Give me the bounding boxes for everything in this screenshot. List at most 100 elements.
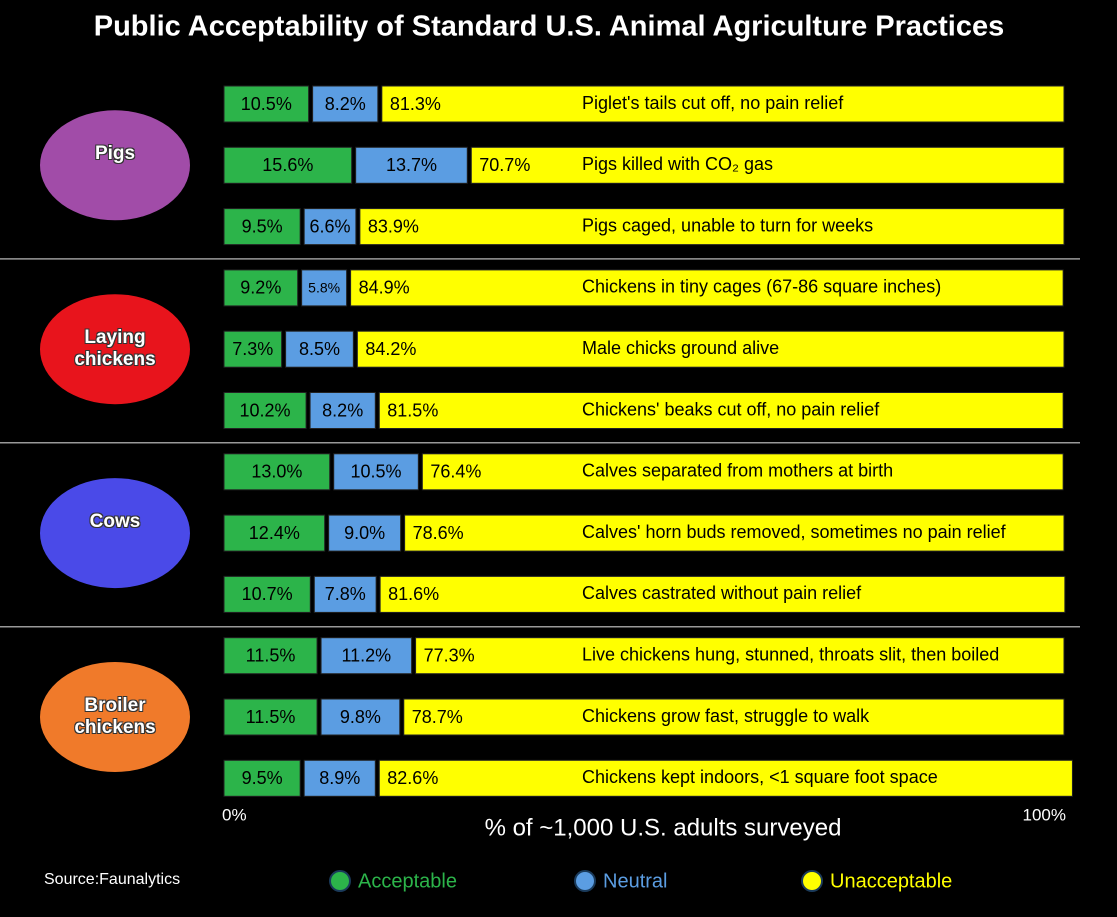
value-label: 7.3% xyxy=(232,339,273,359)
category-label: Chickens grow fast, struggle to walk xyxy=(582,706,870,726)
bar-segment xyxy=(301,269,348,307)
bar-segment xyxy=(403,698,1065,736)
value-label: 10.5% xyxy=(241,94,292,114)
value-label: 9.2% xyxy=(240,278,281,298)
category-label: Calves separated from mothers at birth xyxy=(582,461,893,481)
value-label: 13.7% xyxy=(386,155,437,175)
group-label: Broiler chickens xyxy=(74,695,156,738)
value-label: 11.5% xyxy=(246,707,296,727)
bar-segment xyxy=(223,759,301,797)
category-label: Chickens' beaks cut off, no pain relief xyxy=(582,399,880,419)
bar-segment xyxy=(381,85,1065,123)
legend-swatch xyxy=(801,870,823,892)
x-tick-label: 100% xyxy=(1023,805,1066,824)
legend-label: Neutral xyxy=(603,870,667,892)
bar-segment xyxy=(328,514,402,552)
bar-segment xyxy=(404,514,1065,552)
bar-segment xyxy=(223,85,310,123)
bar-segment xyxy=(421,453,1064,491)
value-label: 10.7% xyxy=(242,584,293,604)
group-label: Laying chickens xyxy=(74,327,156,371)
legend-swatch xyxy=(329,870,351,892)
value-label: 10.5% xyxy=(351,462,402,482)
value-label: 9.5% xyxy=(242,768,283,788)
value-label: 12.4% xyxy=(249,523,300,543)
animal-icon xyxy=(40,662,190,772)
bar-segment xyxy=(320,698,401,736)
value-label: 8.9% xyxy=(319,768,360,788)
bar-segment xyxy=(350,269,1064,307)
category-label: Piglet's tails cut off, no pain relief xyxy=(582,93,844,113)
bar-segment xyxy=(356,330,1065,368)
bar-segment xyxy=(309,392,376,429)
value-label: 6.6% xyxy=(310,216,351,236)
value-label: 7.8% xyxy=(325,584,366,604)
value-label: 9.0% xyxy=(344,523,385,543)
bar-segment xyxy=(223,575,311,613)
bar-segment xyxy=(223,146,353,184)
value-label: 83.9% xyxy=(368,216,419,236)
value-label: 84.2% xyxy=(365,339,416,359)
bar-segment xyxy=(285,330,354,368)
chart-title: Public Acceptability of Standard U.S. An… xyxy=(94,11,1005,43)
value-label: 9.5% xyxy=(242,216,283,236)
value-label: 76.4% xyxy=(430,462,481,482)
value-label: 77.3% xyxy=(424,645,475,665)
value-label: 81.3% xyxy=(390,94,441,114)
category-label: Live chickens hung, stunned, throats sli… xyxy=(582,644,999,664)
bar-segment xyxy=(320,637,413,675)
legend-swatch xyxy=(574,870,596,892)
value-label: 5.8% xyxy=(308,280,340,296)
value-label: 10.2% xyxy=(240,400,291,420)
bar-segment xyxy=(312,85,379,123)
value-label: 81.5% xyxy=(387,400,438,420)
bar-segment xyxy=(223,453,331,491)
value-label: 84.9% xyxy=(359,278,410,298)
bar-segment xyxy=(415,637,1065,675)
value-label: 81.6% xyxy=(388,584,439,604)
category-label: Pigs killed with CO₂ gas xyxy=(582,154,773,174)
value-label: 70.7% xyxy=(479,155,530,175)
bar-segment xyxy=(355,146,468,184)
value-label: 8.2% xyxy=(322,400,363,420)
bar-segment xyxy=(359,208,1065,246)
bar-segment xyxy=(379,575,1066,613)
bar-segment xyxy=(333,453,419,491)
x-axis-label: % of ~1,000 U.S. adults surveyed xyxy=(485,814,842,841)
animal-icon xyxy=(40,294,190,405)
value-label: 8.2% xyxy=(325,94,366,114)
category-label: Pigs caged, unable to turn for weeks xyxy=(582,215,873,235)
value-label: 78.7% xyxy=(412,707,463,727)
value-label: 82.6% xyxy=(387,768,438,788)
value-label: 11.2% xyxy=(341,645,391,665)
value-label: 11.5% xyxy=(246,645,296,665)
value-label: 13.0% xyxy=(251,462,302,482)
bar-segment xyxy=(223,637,318,675)
bar-segment xyxy=(303,208,357,246)
bar-segment xyxy=(303,759,376,797)
x-tick-label: 0% xyxy=(222,805,247,824)
bar-segment xyxy=(313,575,377,613)
source: Source:Faunalytics xyxy=(44,871,180,888)
bar-segment xyxy=(223,698,318,736)
bar-segment xyxy=(378,392,1064,429)
group-label: Pigs xyxy=(94,143,136,165)
category-label: Chickens in tiny cages (67-86 square inc… xyxy=(582,277,941,297)
animal-icon xyxy=(40,478,190,589)
bar-segment xyxy=(223,392,307,429)
category-label: Chickens kept indoors, <1 square foot sp… xyxy=(582,767,938,787)
bar-segment xyxy=(223,208,301,246)
bar-segment xyxy=(470,146,1065,184)
category-label: Calves castrated without pain relief xyxy=(582,583,862,603)
legend-label: Unacceptable xyxy=(830,870,952,892)
bar-segment xyxy=(378,759,1073,797)
value-label: 78.6% xyxy=(413,523,464,543)
bar-segment xyxy=(223,269,299,307)
group-label: Cows xyxy=(89,511,141,533)
animal-icon xyxy=(40,110,190,221)
value-label: 15.6% xyxy=(262,155,313,175)
bar-segment xyxy=(223,514,326,552)
legend-label: Acceptable xyxy=(358,870,457,892)
